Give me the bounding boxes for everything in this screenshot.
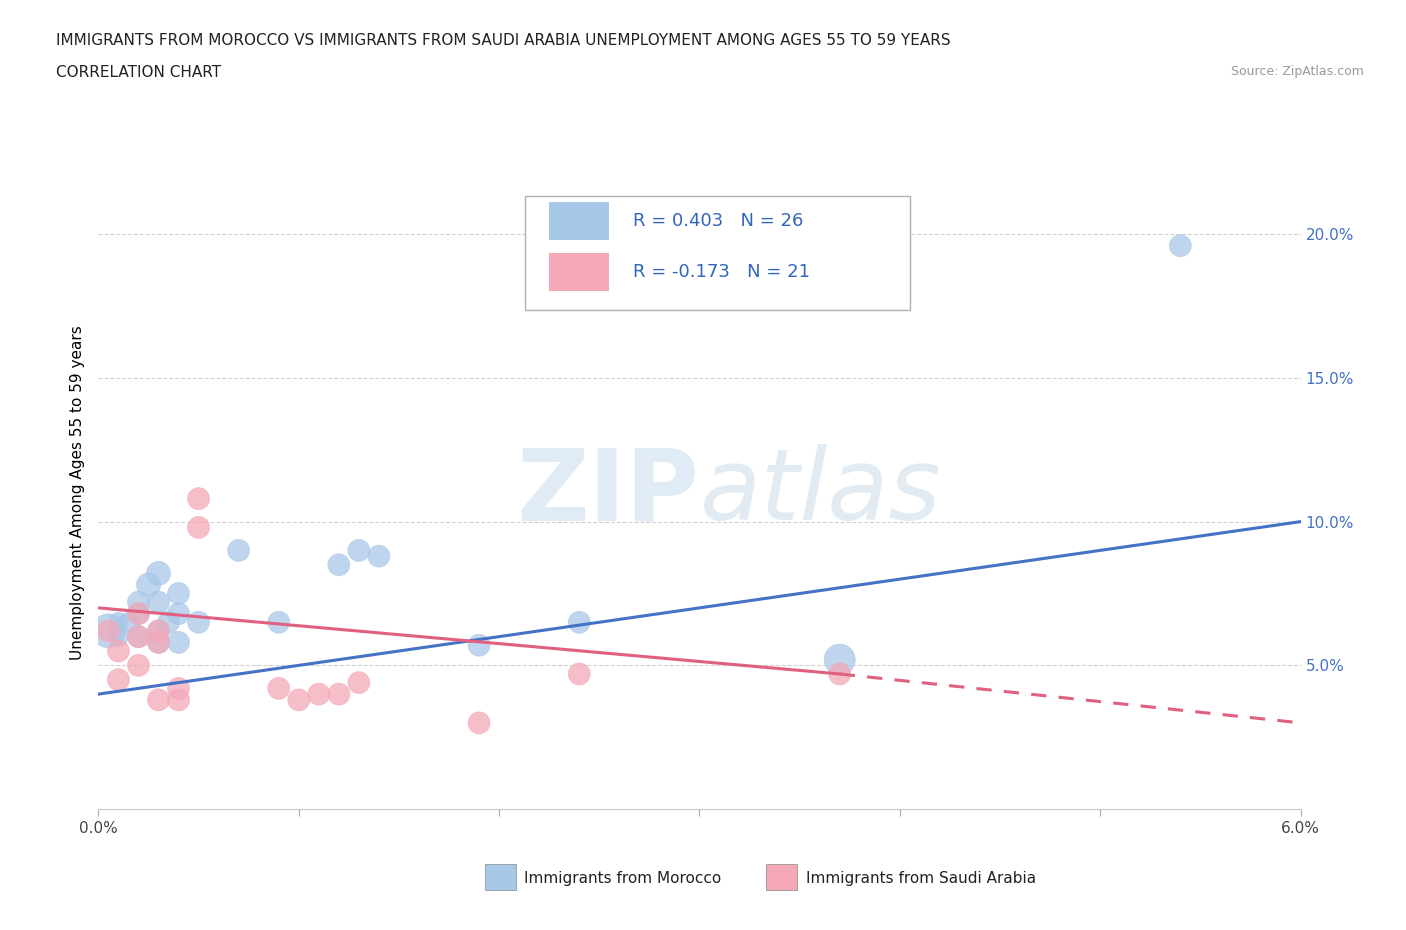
Point (148, 623, 170, 638)
Point (828, 667, 851, 682)
Point (128, 630, 150, 644)
Point (1170, 238, 1192, 253)
Bar (550, 202, 609, 240)
Point (468, 715, 491, 730)
Point (148, 635, 170, 650)
Point (128, 594, 150, 609)
Point (148, 594, 170, 609)
Point (138, 578, 160, 592)
Point (157, 615, 180, 630)
Point (267, 681, 290, 696)
Point (167, 635, 190, 650)
Point (468, 638, 491, 653)
Point (828, 652, 851, 667)
Point (347, 675, 370, 690)
Point (167, 606, 190, 621)
Point (167, 693, 190, 708)
Point (128, 606, 150, 621)
Text: R = 0.403   N = 26: R = 0.403 N = 26 (633, 212, 804, 230)
FancyBboxPatch shape (526, 195, 910, 310)
Point (267, 615, 290, 630)
Point (568, 667, 591, 682)
Point (107, 644, 129, 658)
Point (328, 557, 350, 572)
Point (368, 549, 391, 564)
Text: IMMIGRANTS FROM MOROCCO VS IMMIGRANTS FROM SAUDI ARABIA UNEMPLOYMENT AMONG AGES : IMMIGRANTS FROM MOROCCO VS IMMIGRANTS FR… (56, 33, 950, 47)
Text: atlas: atlas (699, 445, 941, 541)
Text: Source: ZipAtlas.com: Source: ZipAtlas.com (1230, 65, 1364, 78)
Point (148, 635, 170, 650)
Point (187, 615, 209, 630)
Point (128, 658, 150, 672)
Text: Immigrants from Saudi Arabia: Immigrants from Saudi Arabia (806, 871, 1036, 886)
Point (288, 693, 311, 708)
Point (97, 623, 120, 638)
Text: ZIP: ZIP (516, 445, 699, 541)
Point (128, 606, 150, 621)
Point (187, 491, 209, 506)
Y-axis label: Unemployment Among Ages 55 to 59 years: Unemployment Among Ages 55 to 59 years (69, 326, 84, 660)
Point (107, 615, 129, 630)
Text: R = -0.173   N = 21: R = -0.173 N = 21 (633, 262, 810, 281)
Point (148, 693, 170, 708)
Point (167, 681, 190, 696)
Point (347, 543, 370, 558)
Bar (550, 253, 609, 290)
Point (107, 630, 129, 644)
Point (107, 672, 129, 687)
Point (568, 615, 591, 630)
Point (97, 623, 120, 638)
Point (187, 520, 209, 535)
Text: CORRELATION CHART: CORRELATION CHART (56, 65, 221, 80)
Text: Immigrants from Morocco: Immigrants from Morocco (524, 871, 721, 886)
Point (167, 586, 190, 601)
Point (128, 630, 150, 644)
Point (228, 543, 250, 558)
Point (328, 686, 350, 701)
Point (148, 566, 170, 581)
Point (148, 623, 170, 638)
Point (308, 686, 330, 701)
Point (117, 615, 139, 630)
